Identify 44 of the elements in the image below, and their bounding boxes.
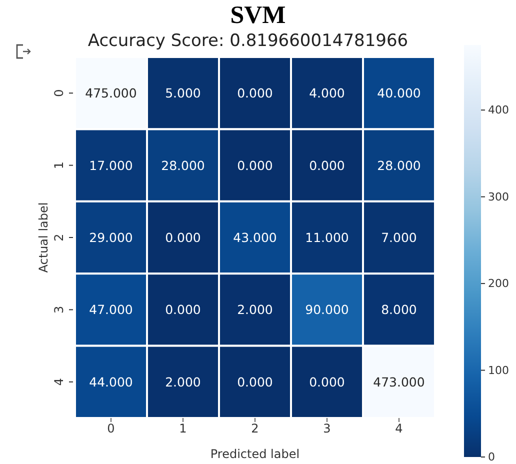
y-tick-label: 2 [52, 234, 66, 242]
y-tick-label: 4 [52, 378, 66, 386]
data-label: 473.000 [373, 374, 425, 390]
data-label: 0.000 [237, 374, 273, 390]
y-tick-label: 1 [52, 161, 66, 170]
y-tick-label: 0 [52, 89, 66, 97]
chart-title: SVM [229, 2, 287, 30]
x-tick-label: 4 [395, 422, 403, 436]
x-tick-label: 0 [107, 422, 115, 436]
data-label: 0.000 [237, 158, 273, 173]
color-bar-label: 100 [488, 364, 509, 377]
y-tick-label: 3 [52, 306, 66, 314]
data-label: 0.000 [309, 374, 345, 390]
x-axis-title: Predicted label [210, 447, 300, 461]
data-label: 2.000 [165, 374, 201, 390]
data-label: 28.000 [377, 158, 421, 173]
data-label: 8.000 [381, 302, 417, 318]
color-bar-label: 200 [488, 277, 509, 290]
data-label: 90.000 [305, 302, 349, 318]
x-tick-label: 3 [323, 422, 331, 436]
color-bar-label: 0 [488, 450, 495, 464]
x-tick-label: 2 [251, 422, 259, 436]
data-label: 0.000 [165, 302, 201, 318]
data-label: 5.000 [165, 86, 201, 101]
data-label: 17.000 [89, 158, 133, 173]
color-bar-label: 400 [488, 104, 509, 117]
y-axis-title: Actual label [36, 202, 50, 273]
data-label: 40.000 [377, 86, 421, 101]
data-label: 7.000 [381, 230, 417, 245]
data-label: 28.000 [161, 158, 205, 173]
data-label: 29.000 [89, 230, 133, 245]
data-label: 0.000 [309, 158, 345, 173]
data-label: 11.000 [305, 230, 349, 245]
data-label: 2.000 [237, 302, 273, 318]
data-label: 0.000 [237, 86, 273, 101]
data-label: 475.000 [85, 86, 137, 101]
chart-subtitle: Accuracy Score: 0.819660014781966 [86, 31, 410, 51]
data-label: 43.000 [233, 230, 277, 245]
data-label: 44.000 [89, 374, 133, 390]
data-label: 0.000 [165, 230, 201, 245]
data-label: 47.000 [89, 302, 133, 318]
data-label: 4.000 [309, 86, 345, 101]
color-bar-label: 300 [488, 190, 509, 204]
x-tick-label: 1 [179, 422, 187, 436]
